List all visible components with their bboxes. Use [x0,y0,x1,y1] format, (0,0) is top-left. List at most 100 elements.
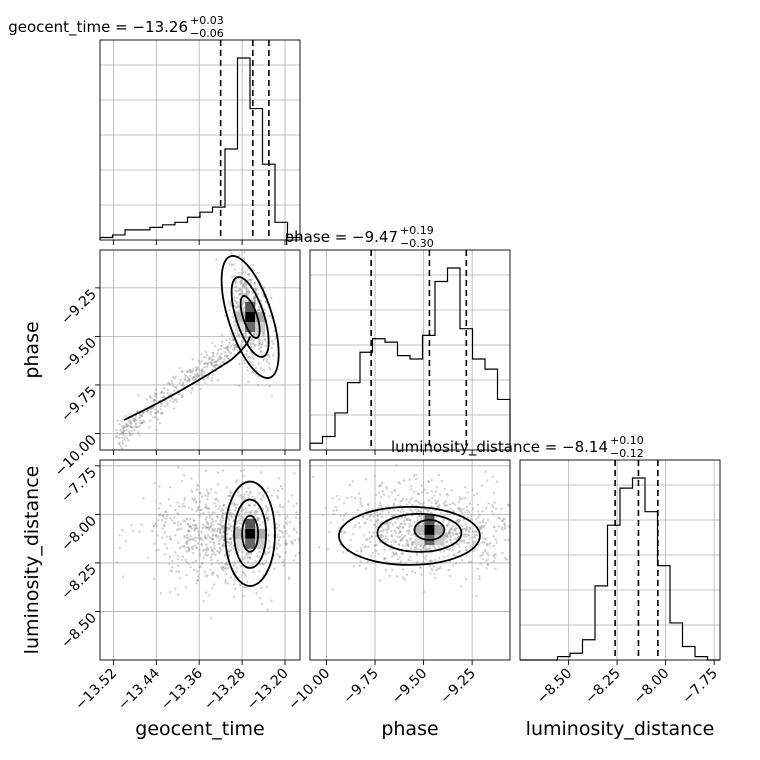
sample-point [270,395,274,398]
sample-point [238,519,241,522]
sample-point [528,536,530,538]
sample-point [261,453,263,455]
sample-point [551,558,553,560]
sample-point [124,415,127,418]
sample-point [260,346,263,349]
sample-point [250,352,254,355]
sample-point [482,537,485,540]
sample-point [125,433,128,436]
sample-point [139,419,142,422]
sample-point [270,599,273,602]
sample-point [365,538,369,542]
sample-point [437,567,440,570]
sample-point [194,366,197,369]
sample-point [228,342,231,345]
sample-point [231,275,234,279]
sample-point [238,308,241,311]
sample-point [241,268,244,271]
sample-point [171,519,174,522]
y-tick-label: −8.25 [58,561,100,603]
sample-point [191,552,195,555]
sample-point [204,518,207,521]
panel-title: geocent_time = −13.26 +0.03−0.06 [8,14,224,40]
contour-line [233,498,268,569]
sample-point [396,535,399,539]
sample-point [280,529,283,533]
sample-point [402,526,405,529]
sample-point [242,558,245,561]
sample-point [181,395,184,398]
sample-point [253,296,256,300]
sample-point [193,375,196,379]
sample-point [123,429,126,433]
sample-point [238,281,242,284]
sample-point [243,257,246,260]
sample-point [222,525,225,528]
sample-point [407,558,410,562]
sample-point [377,485,381,488]
sample-point [215,549,219,553]
sample-point [139,415,142,418]
sample-point [233,503,236,506]
sample-point [445,492,449,496]
sample-point [169,538,172,541]
sample-point [217,542,221,546]
sample-point [371,551,374,555]
contour-line [241,514,260,553]
sample-point [400,560,403,563]
sample-point [235,306,238,310]
sample-point [166,382,170,385]
sample-point [218,551,221,555]
sample-point [362,534,365,537]
sample-point [279,505,282,508]
sample-point [238,494,241,497]
sample-point [198,514,201,517]
sample-point [122,428,125,432]
sample-point [450,489,453,492]
sample-point [413,571,417,575]
sample-point [458,500,461,504]
sample-point [419,548,422,551]
sample-point [235,282,238,285]
sample-point [253,299,257,302]
sample-point [181,384,184,387]
sample-point [242,285,245,289]
sample-point [464,529,468,533]
sample-point [484,549,487,552]
sample-point [456,551,460,555]
sample-point [245,290,248,293]
y-tick-label: −8.00 [58,513,100,555]
sample-point [191,561,195,564]
sample-point [284,517,287,520]
sample-point [378,484,382,487]
x-tick-label: −13.44 [115,665,163,713]
sample-point [190,490,194,494]
sample-point [237,305,240,308]
sample-point [410,542,414,545]
sample-point [195,375,199,378]
sample-point [384,556,387,560]
sample-point [195,546,198,549]
sample-point [278,514,281,517]
sample-point [232,596,236,599]
sample-point [398,531,401,535]
sample-point [220,344,223,348]
sample-point [256,383,260,387]
sample-point [133,417,136,421]
sample-point [212,358,215,362]
sample-point [201,369,204,372]
sample-point [218,527,221,530]
sample-point [402,576,405,579]
sample-point [359,550,363,553]
sample-point [405,503,408,506]
sample-point [195,368,198,371]
sample-point [342,530,345,533]
sample-point [215,533,218,537]
sample-point [222,542,225,545]
sample-point [121,575,125,578]
sample-point [195,526,198,530]
sample-point [209,568,212,571]
sample-point [134,422,137,425]
sample-point [152,415,155,419]
